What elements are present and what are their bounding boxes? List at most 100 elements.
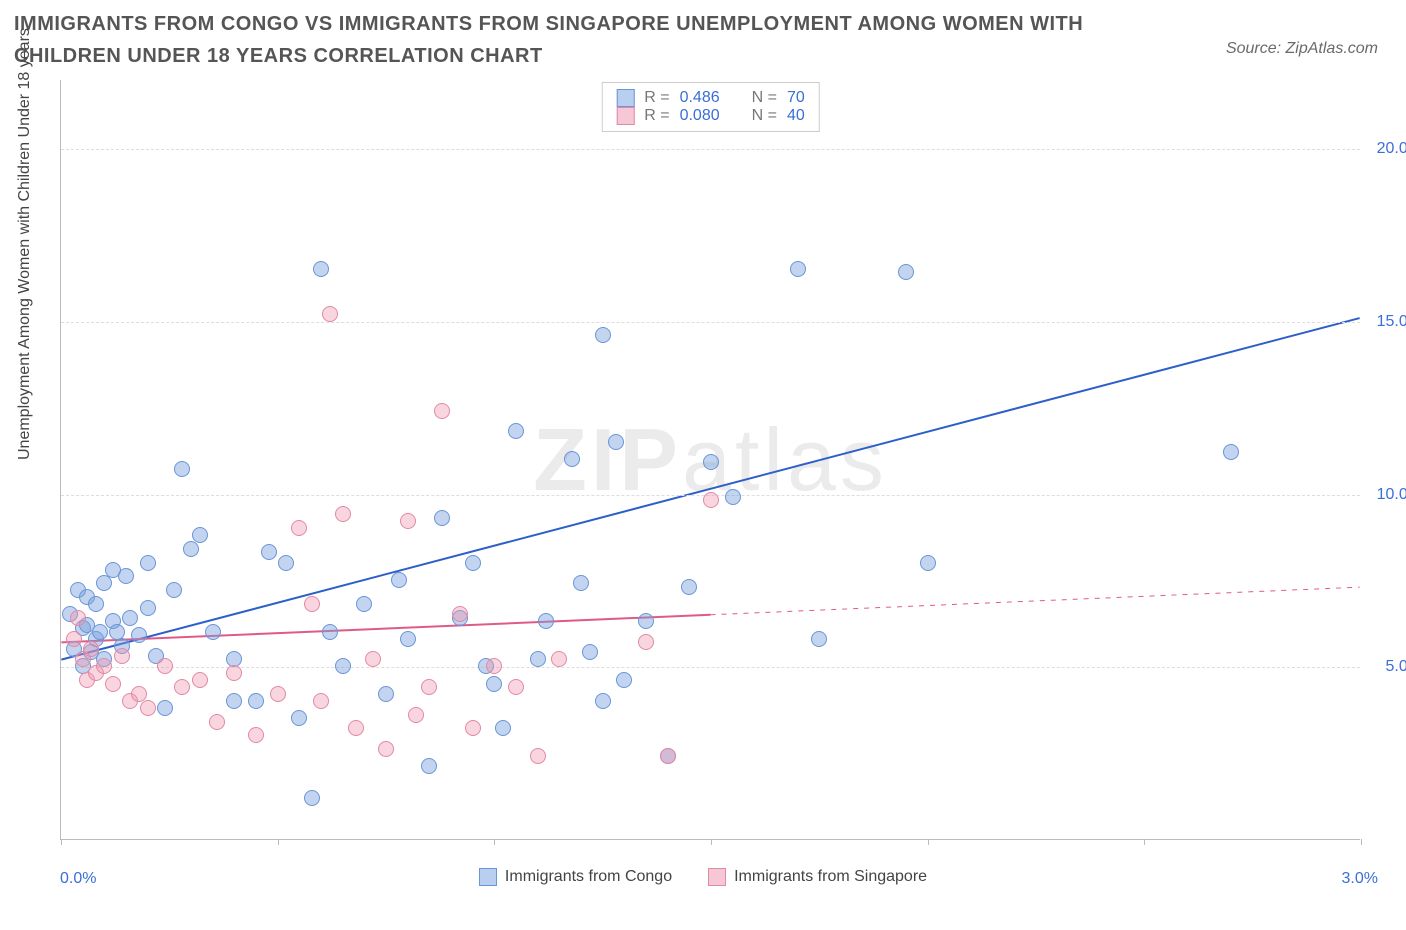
data-point: [582, 644, 598, 660]
data-point: [365, 651, 381, 667]
data-point: [278, 555, 294, 571]
data-point: [322, 624, 338, 640]
series-legend: Immigrants from Congo Immigrants from Sin…: [0, 868, 1406, 891]
data-point: [70, 610, 86, 626]
data-point: [538, 613, 554, 629]
data-point: [157, 658, 173, 674]
gridline: [61, 149, 1360, 150]
data-point: [638, 634, 654, 650]
data-point: [183, 541, 199, 557]
chart-title: IMMIGRANTS FROM CONGO VS IMMIGRANTS FROM…: [14, 8, 1104, 72]
data-point: [192, 527, 208, 543]
legend-item: Immigrants from Singapore: [708, 868, 927, 886]
legend-swatch: [479, 868, 497, 886]
legend-swatch: [708, 868, 726, 886]
data-point: [508, 423, 524, 439]
gridline: [61, 667, 1360, 668]
data-point: [452, 606, 468, 622]
data-point: [192, 672, 208, 688]
data-point: [356, 596, 372, 612]
data-point: [209, 714, 225, 730]
r-label: R =: [644, 89, 669, 107]
gridline: [61, 322, 1360, 323]
data-point: [408, 707, 424, 723]
y-axis-title: Unemployment Among Women with Children U…: [16, 28, 34, 460]
data-point: [118, 568, 134, 584]
r-value: 0.486: [680, 89, 720, 107]
x-tick: [494, 839, 495, 845]
legend-swatch: [616, 89, 634, 107]
data-point: [291, 710, 307, 726]
data-point: [348, 720, 364, 736]
data-point: [530, 651, 546, 667]
stats-row: R =0.486N =70: [616, 89, 805, 107]
data-point: [205, 624, 221, 640]
data-point: [174, 461, 190, 477]
data-point: [421, 679, 437, 695]
data-point: [790, 261, 806, 277]
data-point: [811, 631, 827, 647]
data-point: [465, 720, 481, 736]
data-point: [660, 748, 676, 764]
n-value: 40: [787, 107, 805, 125]
stats-row: R =0.080N =40: [616, 107, 805, 125]
x-tick: [928, 839, 929, 845]
data-point: [140, 700, 156, 716]
data-point: [465, 555, 481, 571]
n-label: N =: [752, 89, 777, 107]
data-point: [378, 741, 394, 757]
trend-line: [61, 615, 710, 643]
source-label: Source: ZipAtlas.com: [1226, 40, 1378, 58]
data-point: [391, 572, 407, 588]
x-tick: [61, 839, 62, 845]
plot-area: ZIPatlas R =0.486N =70R =0.080N =40 5.0%…: [60, 80, 1360, 840]
data-point: [335, 506, 351, 522]
data-point: [681, 579, 697, 595]
data-point: [400, 513, 416, 529]
legend-label: Immigrants from Singapore: [734, 868, 927, 886]
data-point: [88, 596, 104, 612]
x-tick: [1361, 839, 1362, 845]
data-point: [378, 686, 394, 702]
x-tick: [278, 839, 279, 845]
data-point: [105, 676, 121, 692]
data-point: [83, 641, 99, 657]
legend-swatch: [616, 107, 634, 125]
trend-line-dashed: [711, 587, 1360, 615]
data-point: [725, 489, 741, 505]
data-point: [595, 327, 611, 343]
data-point: [920, 555, 936, 571]
data-point: [96, 575, 112, 591]
y-tick-label: 15.0%: [1377, 313, 1406, 331]
data-point: [608, 434, 624, 450]
y-tick-label: 5.0%: [1386, 658, 1406, 676]
data-point: [434, 403, 450, 419]
data-point: [703, 454, 719, 470]
data-point: [226, 693, 242, 709]
data-point: [564, 451, 580, 467]
data-point: [486, 658, 502, 674]
data-point: [508, 679, 524, 695]
y-tick-label: 10.0%: [1377, 486, 1406, 504]
data-point: [616, 672, 632, 688]
data-point: [400, 631, 416, 647]
data-point: [157, 700, 173, 716]
x-tick: [711, 839, 712, 845]
data-point: [638, 613, 654, 629]
data-point: [248, 693, 264, 709]
data-point: [573, 575, 589, 591]
data-point: [1223, 444, 1239, 460]
legend-item: Immigrants from Congo: [479, 868, 672, 886]
data-point: [595, 693, 611, 709]
n-label: N =: [752, 107, 777, 125]
chart-container: IMMIGRANTS FROM CONGO VS IMMIGRANTS FROM…: [0, 0, 1406, 930]
legend-label: Immigrants from Congo: [505, 868, 672, 886]
y-tick-label: 20.0%: [1377, 140, 1406, 158]
x-tick: [1144, 839, 1145, 845]
data-point: [166, 582, 182, 598]
data-point: [304, 596, 320, 612]
data-point: [335, 658, 351, 674]
stats-legend: R =0.486N =70R =0.080N =40: [601, 82, 820, 132]
data-point: [313, 261, 329, 277]
data-point: [703, 492, 719, 508]
